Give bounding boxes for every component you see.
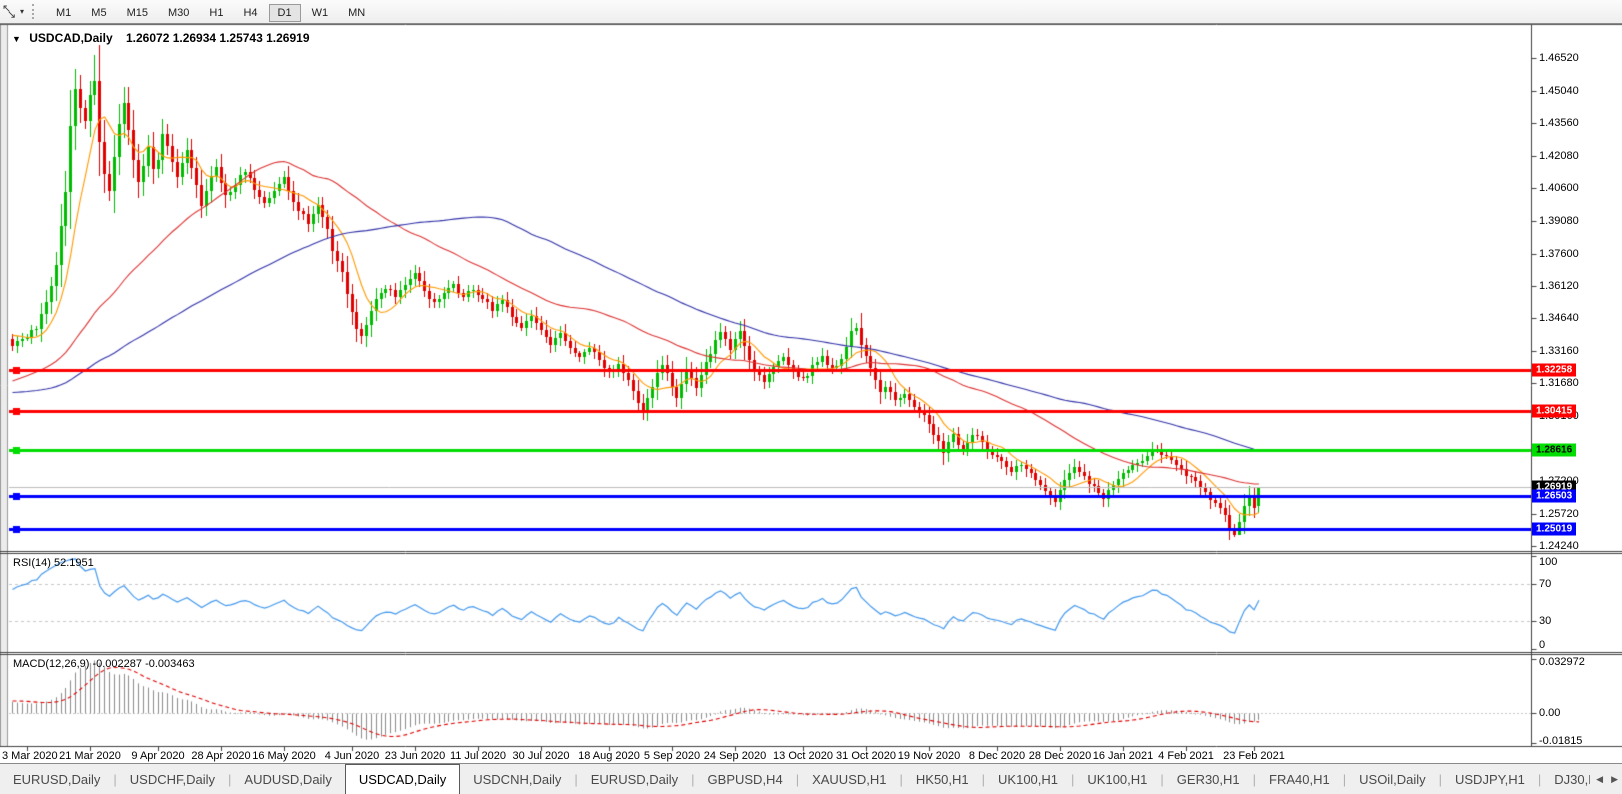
macd-axis-tick-label: -0.01815: [1539, 735, 1583, 747]
chart-tab[interactable]: AUDUSD,Daily: [244, 771, 332, 787]
macd-axis-tick-label: 0.00: [1539, 706, 1561, 719]
toolbar-drag-grip[interactable]: [32, 4, 38, 19]
chart-ohlc-values: 1.26072 1.26934 1.25743 1.26919: [125, 31, 310, 45]
scroll-tabs-left-icon[interactable]: ◀: [1596, 773, 1604, 784]
timeframe-button-h4[interactable]: H4: [243, 6, 258, 19]
timeframe-button-m1[interactable]: M1: [56, 6, 72, 19]
price-axis-tick-label: 1.36120: [1539, 279, 1579, 292]
timeframe-button-m30[interactable]: M30: [167, 6, 190, 19]
date-axis-label: 11 Jul 2020: [449, 750, 507, 762]
price-axis-tick-label: 1.45040: [1539, 84, 1579, 97]
date-axis-label: 4 Jun 2020: [324, 750, 380, 762]
date-axis-label: 30 Jul 2020: [512, 750, 570, 762]
date-axis-label: 28 Dec 2020: [1028, 750, 1092, 762]
price-axis-tick-label: 1.33160: [1539, 344, 1579, 357]
price-axis-tick-label: 1.39080: [1539, 215, 1579, 228]
price-axis-tick-label: 1.25720: [1539, 507, 1579, 520]
chart-tab[interactable]: EURUSD,Daily: [590, 771, 679, 787]
chart-tab[interactable]: EURUSD,Daily: [13, 771, 101, 787]
timeframe-button-m15[interactable]: M15: [126, 6, 148, 19]
timeframe-button-m5[interactable]: M5: [91, 6, 107, 19]
tab-separator: |: [574, 771, 578, 787]
date-axis-label: 16 May 2020: [252, 750, 316, 762]
rsi-axis-tick-label: 30: [1539, 615, 1552, 628]
tab-separator: |: [1438, 771, 1442, 787]
chart-tab[interactable]: USDJPY,H1: [1455, 771, 1525, 787]
date-axis-label: 13 Oct 2020: [773, 750, 833, 762]
chart-tab[interactable]: XAUUSD,H1: [812, 771, 887, 787]
macd-axis-tick-label: 0.032972: [1539, 656, 1585, 668]
date-axis-label: 21 Mar 2020: [59, 750, 121, 762]
rsi-axis-tick-label: 100: [1539, 556, 1558, 568]
rsi-axis-tick-label: 0: [1539, 639, 1546, 651]
scroll-tabs-right-icon[interactable]: ▶: [1611, 773, 1618, 784]
chevron-down-icon[interactable]: ▾: [20, 7, 25, 16]
date-axis-label: 19 Nov 2020: [897, 750, 961, 762]
date-axis-label: 23 Feb 2021: [1223, 750, 1285, 762]
tab-separator: |: [1071, 771, 1075, 787]
tab-separator: |: [1537, 771, 1542, 787]
chart-tab[interactable]: UK100,H1: [1087, 771, 1148, 787]
timeframe-button-mn[interactable]: MN: [348, 6, 366, 19]
date-axis-label: 31 Oct 2020: [836, 750, 896, 762]
chart-tab[interactable]: USDCNH,Daily: [473, 771, 562, 787]
price-axis-tick-label: 1.31680: [1539, 377, 1579, 390]
chart-tab[interactable]: USDCAD,Daily: [344, 764, 461, 794]
date-axis-label: 18 Aug 2020: [578, 750, 640, 762]
date-axis-label: 4 Feb 2021: [1158, 750, 1214, 762]
collapse-triangle-icon[interactable]: ▼: [12, 34, 21, 44]
tab-separator: |: [795, 771, 800, 787]
chart-symbol-label: USDCAD,Daily: [29, 31, 113, 45]
price-level-tag: 1.32258: [1532, 363, 1577, 377]
chart-tab[interactable]: USDCHF,Daily: [129, 771, 216, 787]
timeframe-button-d1[interactable]: D1: [268, 3, 301, 22]
date-axis-label: 24 Sep 2020: [703, 750, 767, 762]
chart-title: ▼ USDCAD,Daily 1.26072 1.26934 1.25743 1…: [12, 31, 310, 45]
chart-tab[interactable]: USOil,Daily: [1359, 771, 1426, 787]
price-axis-tick-label: 1.40600: [1539, 181, 1579, 194]
tab-separator: |: [981, 771, 986, 787]
chart-tab[interactable]: FRA40,H1: [1269, 771, 1330, 787]
chart-tab[interactable]: UK100,H1: [998, 771, 1059, 787]
rsi-axis-tick-label: 70: [1539, 577, 1552, 590]
price-level-tag: 1.26503: [1532, 489, 1577, 503]
timeframe-toolbar: ↖ ↘ ▾ M1 M5 M15 M30 H1 H4 D1 W1 MN: [0, 0, 1622, 24]
price-axis-tick-label: 1.42080: [1539, 149, 1579, 162]
tab-separator: |: [1160, 771, 1164, 787]
chart-tab-bar: EURUSD,Daily | USDCHF,Daily | AUDUSD,Daily US…: [0, 763, 1622, 794]
tab-separator: |: [228, 771, 232, 787]
tab-separator: |: [691, 771, 695, 787]
tab-separator: |: [113, 771, 117, 787]
chart-tab[interactable]: GER30,H1: [1176, 771, 1240, 787]
price-axis-tick-label: 1.43560: [1539, 117, 1579, 130]
date-axis-label: 28 Apr 2020: [191, 750, 251, 762]
macd-indicator-label: MACD(12,26,9) -0.002287 -0.003463: [13, 658, 195, 670]
price-level-tag: 1.28616: [1532, 443, 1577, 457]
chart-tab[interactable]: GBPUSD,H4: [707, 771, 783, 787]
price-level-tag: 1.30415: [1532, 404, 1577, 418]
price-axis-tick-label: 1.46520: [1539, 52, 1579, 65]
date-axis-label: 16 Jan 2021: [1092, 750, 1154, 762]
tab-separator: |: [1252, 771, 1257, 787]
date-axis-label: 5 Sep 2020: [643, 750, 701, 762]
timeframe-button-h1[interactable]: H1: [209, 6, 224, 19]
date-axis-label: 23 Jun 2020: [384, 750, 446, 762]
price-axis-tick-label: 1.24240: [1539, 539, 1579, 552]
timeframe-buttons: M1 M5 M15 M30 H1 H4 D1 W1 MN: [46, 3, 375, 22]
price-axis-tick-label: 1.34640: [1539, 312, 1579, 325]
tab-separator: |: [899, 771, 903, 787]
crosshair-tool-icon[interactable]: ↖ ↘: [2, 2, 17, 21]
date-axis-label: 3 Mar 2020: [2, 750, 58, 762]
chart-tab[interactable]: HK50,H1: [915, 771, 969, 787]
rsi-indicator-label: RSI(14) 52.1951: [13, 557, 94, 569]
timeframe-button-w1[interactable]: W1: [311, 6, 329, 19]
price-axis-tick-label: 1.37600: [1539, 247, 1579, 260]
tab-separator: |: [1342, 771, 1347, 787]
date-axis-label: 9 Apr 2020: [131, 750, 185, 762]
date-axis-label: 8 Dec 2020: [968, 750, 1026, 762]
price-level-tag: 1.25019: [1532, 522, 1577, 536]
chart-tabs: EURUSD,Daily | USDCHF,Daily | AUDUSD,Daily US…: [0, 764, 1622, 794]
